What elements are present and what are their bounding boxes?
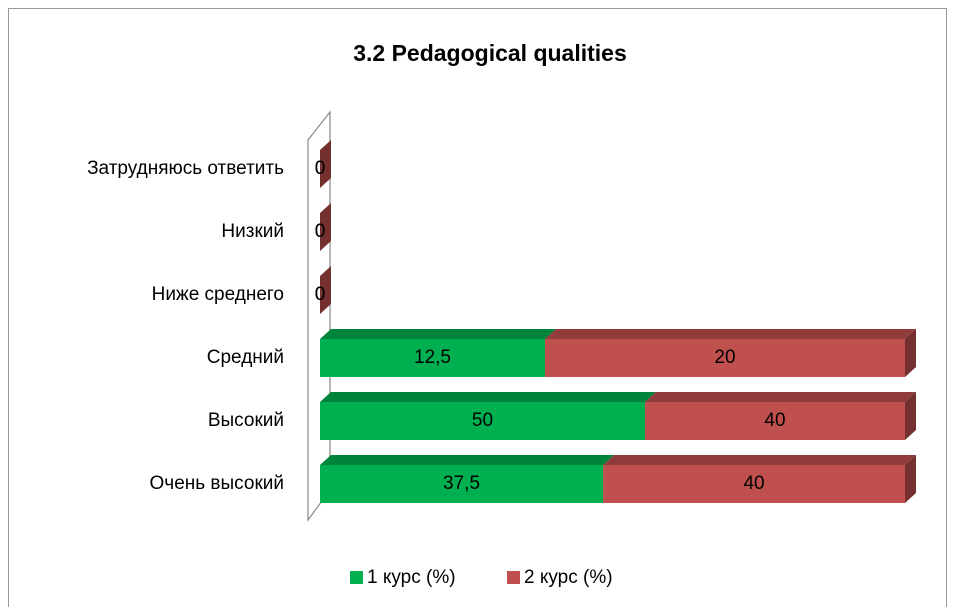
- bar-side: [905, 392, 916, 440]
- bar-top: [320, 392, 656, 402]
- legend-label: 2 курс (%): [524, 567, 613, 588]
- chart-title: 3.2 Pedagogical qualities: [353, 40, 627, 66]
- category-label: Очень высокий: [150, 473, 284, 494]
- category-label: Ниже среднего: [152, 284, 284, 305]
- bar: [320, 402, 645, 440]
- data-label: 0: [315, 221, 326, 242]
- bar-top: [320, 455, 615, 465]
- bar-side: [905, 329, 916, 377]
- bar-top: [320, 329, 556, 339]
- bar-top: [603, 455, 916, 465]
- data-label: 12,5: [414, 347, 451, 368]
- chart-border: [8, 8, 947, 607]
- bar-side: [905, 455, 916, 503]
- category-label: Низкий: [221, 221, 284, 242]
- legend-swatch: [350, 571, 363, 584]
- data-label: 37,5: [443, 473, 480, 494]
- data-label: 0: [315, 284, 326, 305]
- legend-label: 1 курс (%): [367, 567, 456, 588]
- data-label: 0: [315, 158, 326, 179]
- data-label: 50: [472, 410, 493, 431]
- category-label: Высокий: [208, 410, 284, 431]
- bar: [545, 339, 905, 377]
- bar-side: [320, 203, 331, 251]
- bar-side: [320, 140, 331, 188]
- bar-top: [545, 329, 916, 339]
- bar-side: [320, 266, 331, 314]
- bar: [645, 402, 905, 440]
- legend-swatch: [507, 571, 520, 584]
- category-label: Средний: [207, 347, 284, 368]
- data-label: 40: [764, 410, 785, 431]
- bar: [320, 339, 545, 377]
- bar: [320, 465, 604, 503]
- category-label: Затрудняюсь ответить: [87, 158, 284, 179]
- bar-top: [645, 392, 916, 402]
- bar: [603, 465, 905, 503]
- data-label: 40: [743, 473, 764, 494]
- data-label: 20: [714, 347, 735, 368]
